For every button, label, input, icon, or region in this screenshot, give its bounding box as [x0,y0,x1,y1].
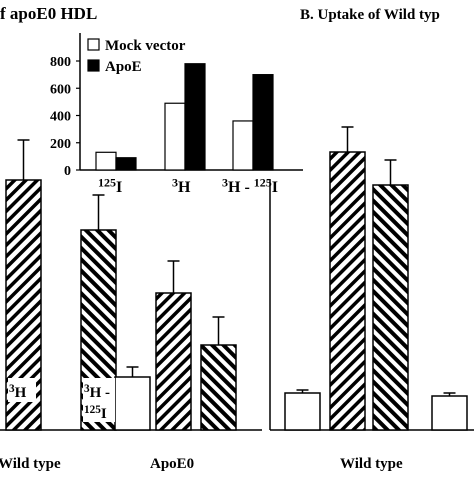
inset-xlabel-125i-superscript: 125 [98,175,116,189]
bar-label-125i: 125I [84,404,107,422]
inset-xlabel-125i-symbol: I [116,179,122,196]
inset-ytick-label: 600 [50,82,71,97]
inset-bar-mock [95,151,117,171]
bar-label-3h-minus: 3H - [84,383,110,401]
bar-label-3h-symbol: H [15,385,27,401]
inset-bar-apoe [184,63,206,171]
bar-label-bg [83,378,115,422]
inset-xlabel-3h-symbol: H [178,179,191,196]
legend-swatch-apoe [87,59,100,72]
panel-b-bars [284,126,468,431]
inset-x-labels: 125I 3H 3H - 125I [98,175,278,196]
bar-label-3h-superscript: 3 [9,383,15,395]
inset-bar-apoe [115,157,137,171]
inset-xlabel-125i: 125I [98,175,122,196]
inset-xlabel-3h: 3H [172,175,191,196]
panel-a-group-label-wildtype: Wild type [0,456,61,472]
inset-bars [95,63,274,171]
inset-ytick-label: 200 [50,137,71,152]
inset-xlabel-3h-125i: 3H - 125I [222,175,278,196]
inset-xlabel-part: H - [228,179,254,196]
bar-label-bg [8,378,36,402]
bar-label-3h-minus-superscript: 3 [84,383,90,395]
panel-b-bar [431,395,468,431]
inset-bar-mock [164,102,186,171]
legend-label-apoe: ApoE [105,59,142,75]
panel-a-bar [200,344,237,431]
panel-a-group-label-apoe0: ApoE0 [150,456,194,472]
bar-label-3h: 3H [9,383,27,401]
panel-b-bar [284,392,321,431]
inset-y-ticks: 0 200 400 600 800 [50,55,80,179]
legend-label-mock: Mock vector [105,38,186,54]
inset-xlabel-part: I [272,179,278,196]
inset-legend: Mock vector ApoE [87,38,186,75]
inset-ytick-label: 800 [50,55,71,70]
inset-xlabel-part: 3 [222,175,228,189]
panel-a-bar [114,376,151,431]
panel-a-bar [155,292,192,431]
panel-b-bar [372,184,409,431]
inset-bar-apoe [252,74,274,171]
panel-b-title: B. Uptake of Wild typ [300,7,440,23]
panel-a-bar-labels: 3H 3H -125I [8,378,115,422]
bar-label-125i-symbol: I [101,406,107,422]
bar-label-125i-superscript: 125 [84,404,101,416]
panel-a-title: f apoE0 HDL [0,4,97,23]
legend-swatch-mock [87,38,100,51]
inset-ytick-label: 0 [64,164,71,179]
inset-xlabel-3h-superscript: 3 [172,175,178,189]
bar-label-3h-minus-symbol: H - [90,385,110,401]
inset-ytick-label: 400 [50,110,71,125]
inset-bar-mock [232,120,254,171]
panel-b-bar [329,151,366,431]
panel-b-group-label-wildtype: Wild type [340,456,403,472]
inset-xlabel-part: 125 [254,175,272,189]
